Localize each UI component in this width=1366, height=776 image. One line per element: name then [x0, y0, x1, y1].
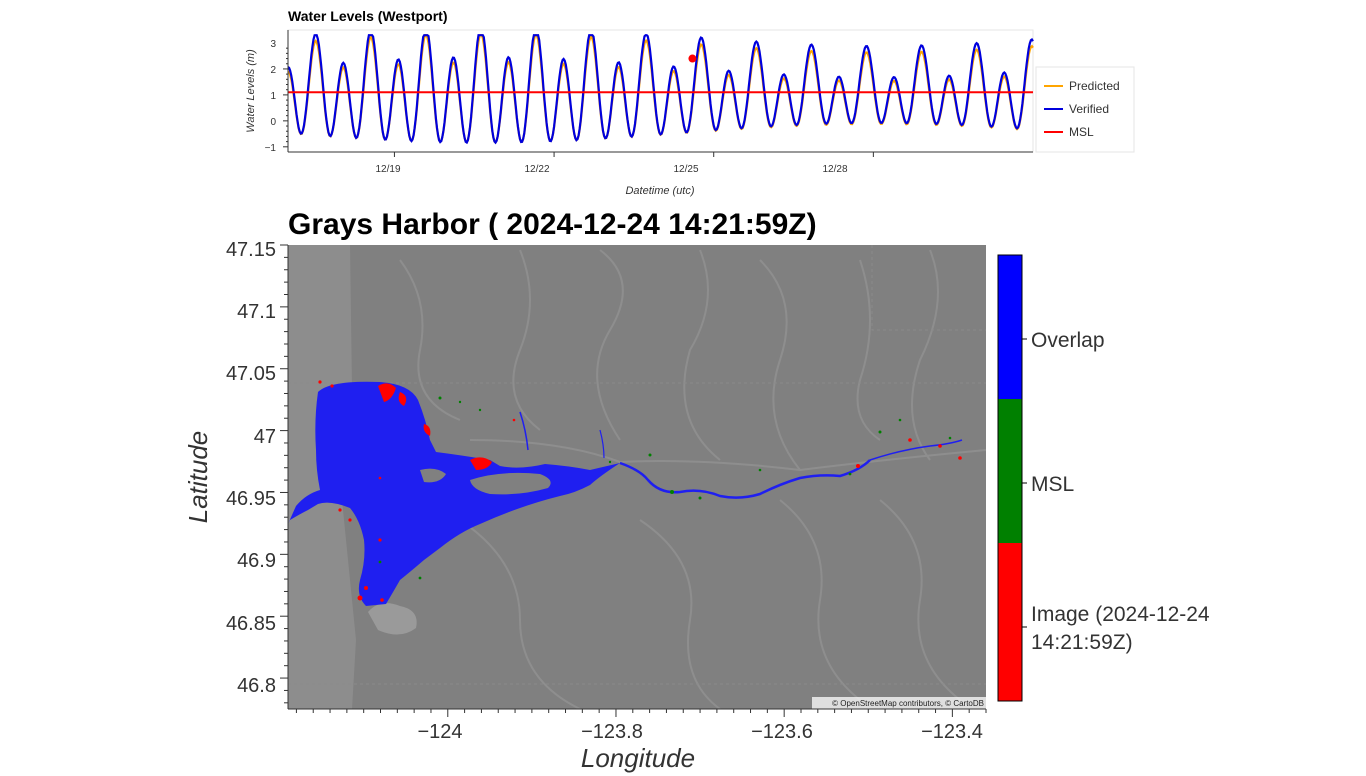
current-time-marker [688, 54, 697, 63]
legend-label-predicted: Predicted [1069, 79, 1120, 93]
lat-tick-label: 46.95 [226, 488, 276, 510]
y-tick-label: 2 [270, 65, 276, 76]
lat-tick-label: 46.85 [226, 613, 276, 635]
lat-tick-label: 47 [254, 426, 276, 448]
map-tick-marks [280, 244, 987, 717]
x-tick-label: 12/28 [822, 164, 847, 175]
inundation-map-chart: Grays Harbor ( 2024-12-24 14:21:59Z) [183, 208, 1210, 773]
legend-label-msl: MSL [1069, 125, 1094, 139]
y-tick-label: −1 [265, 143, 277, 154]
water-levels-y-ticks: −1 0 1 2 3 [265, 39, 277, 154]
map-x-label: Longitude [581, 743, 695, 773]
colorbar-label-overlap: Overlap [1031, 329, 1105, 352]
map-y-ticks: 47.15 47.1 47.05 47 46.95 46.9 46.85 46.… [226, 239, 276, 697]
map-title: Grays Harbor ( 2024-12-24 14:21:59Z) [288, 208, 817, 241]
water-levels-legend[interactable]: Predicted Verified MSL [1035, 66, 1135, 153]
map-colorbar: Overlap MSL Image (2024-12-24 14:21:59Z) [997, 254, 1210, 702]
water-levels-plot-area [287, 29, 1034, 153]
y-tick-label: 1 [270, 91, 276, 102]
sand-spit [368, 603, 417, 635]
lat-tick-label: 47.15 [226, 239, 276, 261]
lon-tick-label: −123.8 [581, 721, 643, 743]
attribution-box [812, 697, 986, 709]
map-attribution[interactable]: © OpenStreetMap contributors, © CartoDB [832, 699, 984, 708]
x-tick-label: 12/25 [673, 164, 698, 175]
lat-tick-label: 46.8 [237, 675, 276, 697]
colorbar-label-image: Image (2024-12-24 [1031, 603, 1210, 626]
legend-label-verified: Verified [1069, 102, 1109, 116]
map-y-label: Latitude [183, 431, 213, 524]
water-levels-x-label: Datetime (utc) [625, 185, 694, 197]
water-levels-x-ticks: 12/19 12/22 12/25 12/28 [375, 164, 847, 175]
colorbar-overlap [998, 255, 1022, 399]
x-tick-label: 12/22 [524, 164, 549, 175]
lat-tick-label: 47.05 [226, 363, 276, 385]
water-levels-y-label: Water Levels (m) [245, 49, 257, 133]
water-levels-series [287, 33, 1034, 145]
lat-tick-label: 47.1 [237, 301, 276, 323]
water-levels-tick-marks [283, 47, 874, 157]
image-region [318, 380, 962, 602]
series-line-verified [287, 34, 1034, 145]
basemap-roads [399, 249, 986, 709]
colorbar-frame [997, 254, 1023, 702]
colorbar-image [998, 543, 1022, 701]
map-x-ticks: −124 −123.8 −123.6 −123.4 [417, 721, 982, 743]
colorbar-label-image-time: 14:21:59Z) [1031, 631, 1133, 654]
colorbar-label-msl: MSL [1031, 473, 1074, 496]
x-tick-label: 12/19 [375, 164, 400, 175]
msl-region [378, 396, 952, 580]
colorbar-msl [998, 399, 1022, 543]
lon-tick-label: −124 [417, 721, 462, 743]
y-tick-label: 3 [270, 39, 276, 50]
water-levels-chart: Water Levels (Westport) −1 0 1 2 3 12/19… [245, 8, 1135, 197]
lon-tick-label: −123.4 [921, 721, 983, 743]
basemap-boundaries [288, 245, 986, 685]
lat-tick-label: 46.9 [237, 550, 276, 572]
map-area[interactable]: © OpenStreetMap contributors, © CartoDB [288, 245, 986, 709]
lon-tick-label: −123.6 [751, 721, 813, 743]
overlap-region [288, 381, 963, 606]
water-levels-title: Water Levels (Westport) [288, 8, 447, 24]
y-tick-label: 0 [270, 117, 276, 128]
